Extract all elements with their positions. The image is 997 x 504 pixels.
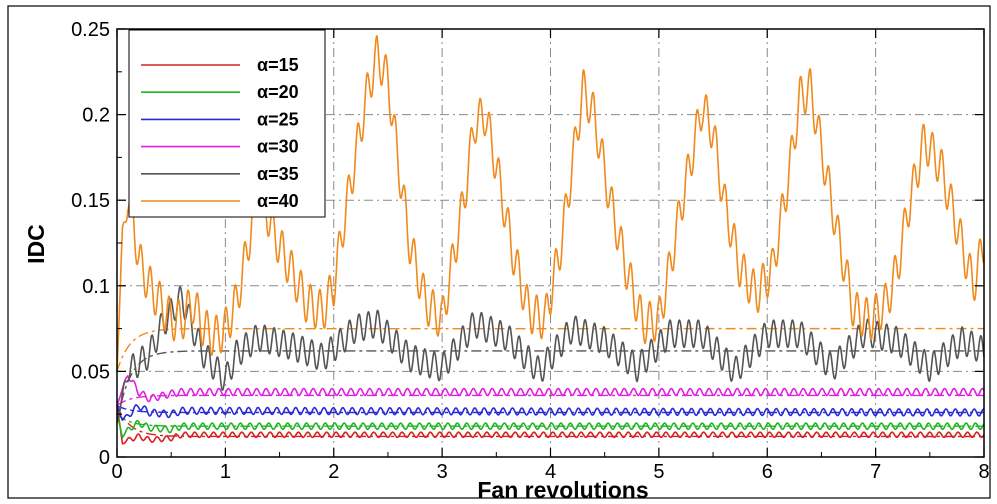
series-line (116, 404, 985, 422)
x-tick-label: 6 (762, 461, 773, 483)
y-tick-label: 0.2 (82, 105, 110, 127)
series-line (116, 375, 985, 406)
legend-label: α=25 (257, 109, 299, 129)
grid (117, 29, 984, 457)
x-tick-label: 8 (978, 461, 989, 483)
x-tick-label: 0 (111, 461, 122, 483)
y-tick-label: 0.05 (71, 361, 110, 383)
legend-label: α=40 (257, 191, 299, 211)
x-tick-label: 1 (220, 461, 231, 483)
mean-lines (116, 327, 985, 438)
x-tick-label: 5 (653, 461, 664, 483)
x-tick-label: 7 (870, 461, 881, 483)
mean-line (116, 405, 985, 438)
x-axis-title: Fan revolutions (477, 477, 648, 503)
mean-line (116, 404, 984, 414)
mean-line (116, 327, 985, 372)
legend: α=15 α=20 α=25 α=30 α=35 α=40 (128, 29, 326, 218)
legend-label: α=20 (257, 82, 299, 102)
legend-box (128, 29, 326, 218)
y-tick-label: 0.25 (71, 19, 110, 41)
legend-label: α=30 (257, 137, 299, 157)
series-line (116, 285, 985, 423)
legend-label: α=15 (257, 55, 299, 75)
mean-line (116, 413, 984, 427)
y-tick-label: 0.1 (82, 276, 110, 298)
mean-line (116, 350, 984, 423)
y-tick-label: 0.15 (71, 190, 110, 212)
series-line (116, 414, 985, 439)
y-axis-title: IDC (23, 224, 49, 264)
series-line (116, 405, 985, 445)
x-tick-label: 3 (437, 461, 448, 483)
figure-frame (7, 5, 991, 499)
legend-label: α=35 (257, 164, 299, 184)
y-tick-label: 0 (99, 447, 110, 469)
x-axis-ticks: 0 1 2 3 4 5 6 7 8 (111, 29, 990, 483)
y-axis-ticks: 0 0.05 0.1 0.15 0.2 0.25 (71, 19, 984, 469)
x-tick-label: 4 (545, 461, 556, 483)
x-tick-label: 2 (328, 461, 339, 483)
